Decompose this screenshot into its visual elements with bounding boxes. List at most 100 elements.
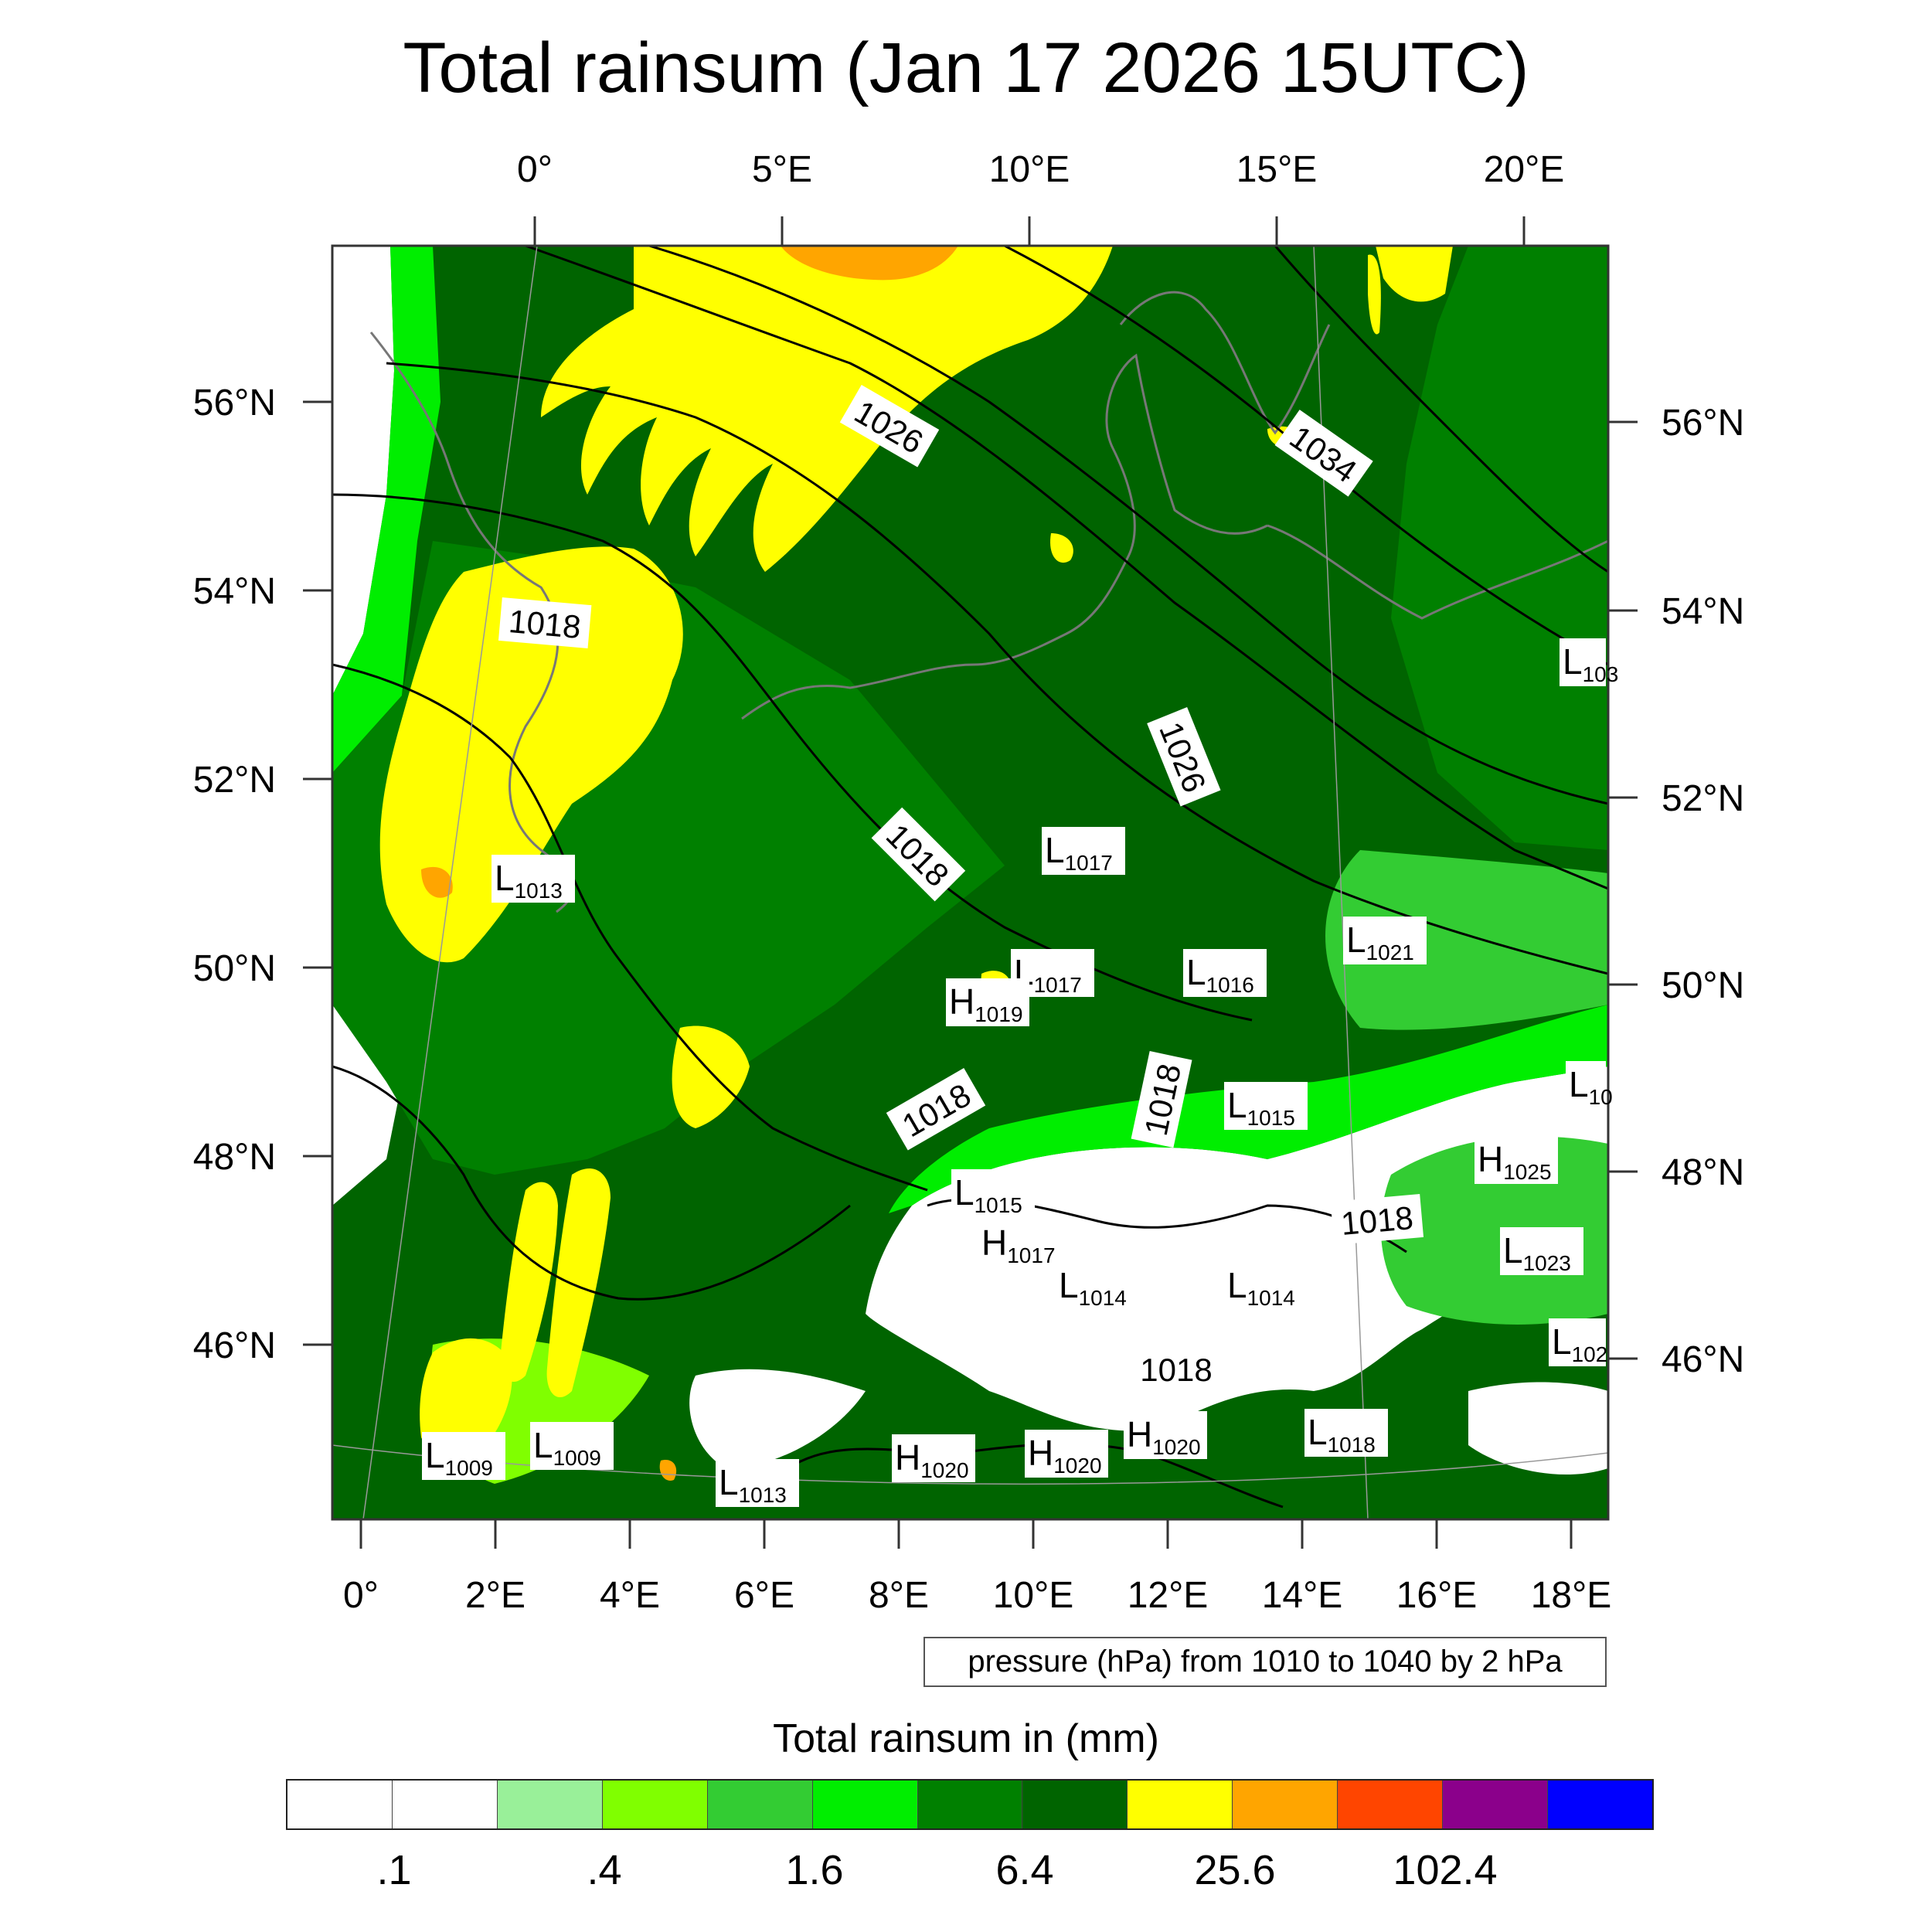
pressure-center-value: 1009: [445, 1456, 493, 1480]
colorbar-swatch: [392, 1781, 498, 1828]
svg-text:L1017: L1017: [1014, 952, 1082, 997]
tick-marks: [303, 216, 1638, 1549]
bottom-lon-label: 12°E: [1128, 1575, 1209, 1616]
svg-text:H1020: H1020: [895, 1437, 969, 1482]
bottom-lon-label: 8°E: [869, 1575, 929, 1616]
colorbar-swatch: [602, 1781, 708, 1828]
right-lat-label: 56°N: [1662, 403, 1744, 444]
svg-text:H1017: H1017: [981, 1223, 1056, 1267]
pressure-center-type: L: [1308, 1412, 1328, 1452]
top-lon-label: 0°: [517, 149, 553, 190]
svg-text:L103: L103: [1563, 641, 1618, 686]
colorbar-swatch: [1443, 1781, 1549, 1828]
colorbar-label: 102.4: [1393, 1847, 1498, 1893]
pressure-center-value: 1016: [1206, 973, 1254, 997]
colorbar-label: .4: [587, 1847, 622, 1893]
isobar-label: 1018: [1339, 1199, 1414, 1242]
pressure-center-type: H: [981, 1223, 1007, 1263]
colorbar-swatch: [497, 1781, 603, 1828]
contour-note: pressure (hPa) from 1010 to 1040 by 2 hP…: [923, 1637, 1607, 1687]
map-fields: [332, 246, 1608, 1519]
colorbar-swatch: [707, 1781, 813, 1828]
heavy-rain-baltic-1: [1050, 533, 1073, 563]
colorbar-swatch: [1128, 1781, 1233, 1828]
pressure-center-type: L: [1045, 830, 1065, 870]
dry-area-southeast: [1468, 1382, 1608, 1475]
pressure-center-type: L: [1186, 952, 1206, 992]
svg-text:L1017: L1017: [1045, 830, 1113, 875]
pressure-center-type: H: [1478, 1139, 1503, 1179]
pressure-center-value: 1017: [1065, 851, 1113, 875]
bottom-lon-label: 16°E: [1396, 1575, 1478, 1616]
colorbar-label: 6.4: [995, 1847, 1054, 1893]
isobars: [332, 246, 1608, 1509]
pressure-center-value: 1023: [1523, 1251, 1571, 1275]
medium-rain-east: [1391, 246, 1608, 850]
pressure-center-type: L: [533, 1425, 553, 1465]
top-lon-label: 5°E: [752, 149, 812, 190]
pressure-center-value: 102: [1572, 1342, 1608, 1366]
very-heavy-rain-south: [659, 1460, 677, 1481]
pressure-center-value: 1013: [739, 1483, 787, 1507]
colorbar-swatch: [1548, 1781, 1652, 1828]
colorbar-swatch: [1338, 1781, 1444, 1828]
heavy-rain-baltic-3: [1368, 254, 1381, 335]
left-lat-label: 46°N: [193, 1325, 276, 1366]
pressure-center-type: L: [1552, 1321, 1572, 1362]
right-lat-label: 46°N: [1662, 1339, 1744, 1380]
pressure-center-value: 1013: [515, 879, 563, 903]
svg-text:L1009: L1009: [533, 1425, 601, 1470]
heavy-rain-northeast: [1376, 246, 1453, 302]
pressure-center-value: 1015: [1247, 1106, 1295, 1130]
pressure-center-type: L: [1346, 920, 1366, 960]
pressure-center-value: 1009: [553, 1446, 601, 1470]
pressure-center-type: H: [895, 1437, 920, 1478]
svg-text:L1015: L1015: [954, 1172, 1022, 1217]
right-lat-label: 48°N: [1662, 1152, 1744, 1193]
dry-area-alps: [866, 1066, 1608, 1431]
pressure-center-type: L: [1563, 641, 1583, 682]
pressure-center-value: 1025: [1503, 1160, 1551, 1184]
axis-labels: 0° 5°E 10°E 15°E 20°E 0° 2°E 4°E 6°E 8°E…: [193, 149, 1745, 1616]
svg-text:L1013: L1013: [719, 1462, 787, 1507]
pressure-center-type: L: [1569, 1064, 1589, 1104]
bottom-lon-label: 14°E: [1262, 1575, 1343, 1616]
svg-text:H1025: H1025: [1478, 1139, 1552, 1184]
svg-text:L1021: L1021: [1346, 920, 1414, 964]
colorbar-label: .1: [376, 1847, 412, 1893]
bottom-lon-label: 6°E: [734, 1575, 794, 1616]
colorbar-swatch: [1233, 1781, 1338, 1828]
map-frame: [331, 244, 1610, 1521]
pressure-center-value: 1020: [1152, 1435, 1200, 1459]
pressure-center-value: 103: [1583, 662, 1619, 686]
pressure-center-type: H: [949, 981, 975, 1022]
svg-text:L1016: L1016: [1186, 952, 1254, 997]
left-lat-label: 52°N: [193, 760, 276, 801]
colorbar-label: 1.6: [785, 1847, 844, 1893]
pressure-center-type: L: [1059, 1265, 1079, 1305]
pressure-center-value: 1014: [1247, 1286, 1295, 1310]
left-lat-label: 48°N: [193, 1137, 276, 1178]
left-lat-label: 50°N: [193, 948, 276, 989]
bottom-lon-label: 4°E: [600, 1575, 660, 1616]
heavy-rain-southwest: [420, 1338, 512, 1461]
svg-text:L1018: L1018: [1308, 1412, 1376, 1457]
pressure-center-value: 10: [1589, 1085, 1613, 1109]
dry-area-west: [332, 246, 394, 696]
top-lon-label: 10°E: [989, 149, 1070, 190]
pressure-center-type: L: [1503, 1230, 1523, 1270]
pressure-center-type: H: [1028, 1433, 1053, 1473]
pressure-center-value: 1021: [1366, 940, 1414, 964]
pressure-center-value: 1017: [1034, 973, 1082, 997]
bottom-lon-label: 2°E: [465, 1575, 526, 1616]
svg-text:L10: L10: [1569, 1064, 1613, 1109]
pressure-center-value: 1020: [1053, 1454, 1101, 1478]
top-lon-label: 15°E: [1236, 149, 1318, 190]
colorbar: [286, 1779, 1654, 1830]
heavy-rain-streak-1: [500, 1182, 558, 1383]
bottom-lon-label: 0°: [343, 1575, 379, 1616]
pressure-center-value: 1015: [975, 1193, 1022, 1217]
pressure-centers: L1013 L1017 L1017 H1019 L1016 L1021 L103…: [422, 638, 1618, 1507]
svg-text:H1020: H1020: [1127, 1414, 1201, 1459]
